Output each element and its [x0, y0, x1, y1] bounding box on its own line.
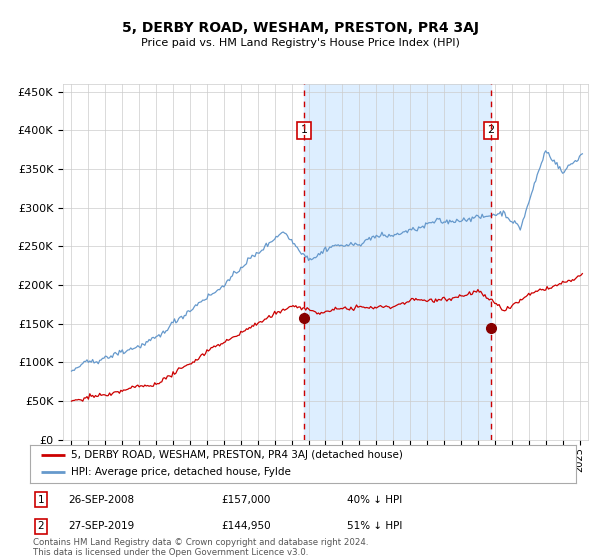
Text: HPI: Average price, detached house, Fylde: HPI: Average price, detached house, Fyld… [71, 468, 291, 478]
Text: 51% ↓ HPI: 51% ↓ HPI [347, 521, 402, 531]
Text: 40% ↓ HPI: 40% ↓ HPI [347, 494, 402, 505]
Text: 2: 2 [38, 521, 44, 531]
Text: 1: 1 [301, 125, 308, 136]
Bar [304, 84, 491, 440]
Text: 27-SEP-2019: 27-SEP-2019 [68, 521, 134, 531]
Text: £157,000: £157,000 [221, 494, 271, 505]
Text: 1: 1 [38, 494, 44, 505]
Text: 26-SEP-2008: 26-SEP-2008 [68, 494, 134, 505]
Text: £144,950: £144,950 [221, 521, 271, 531]
Text: 5, DERBY ROAD, WESHAM, PRESTON, PR4 3AJ: 5, DERBY ROAD, WESHAM, PRESTON, PR4 3AJ [121, 21, 479, 35]
Text: 5, DERBY ROAD, WESHAM, PRESTON, PR4 3AJ (detached house): 5, DERBY ROAD, WESHAM, PRESTON, PR4 3AJ … [71, 450, 403, 460]
Text: Price paid vs. HM Land Registry's House Price Index (HPI): Price paid vs. HM Land Registry's House … [140, 38, 460, 48]
Text: Contains HM Land Registry data © Crown copyright and database right 2024.
This d: Contains HM Land Registry data © Crown c… [33, 538, 368, 557]
Text: 2: 2 [487, 125, 494, 136]
